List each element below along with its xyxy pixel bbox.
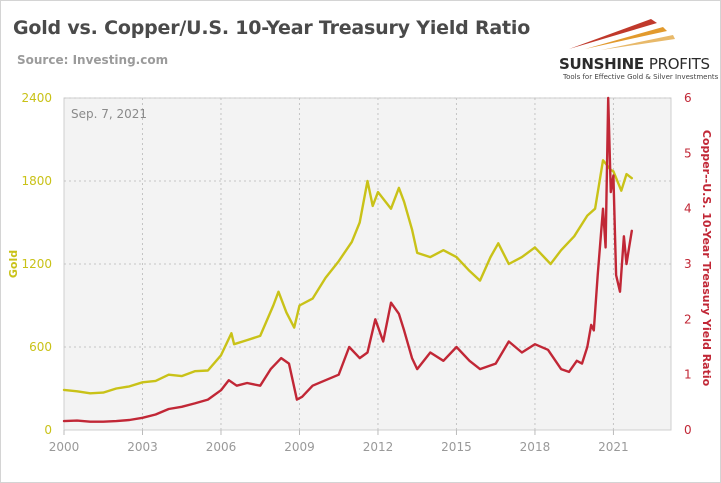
y-right-axis-title: Copper--U.S. 10-Year Treasury Yield Rati…	[700, 130, 713, 387]
x-tick-label: 2021	[598, 440, 629, 454]
sunshine-profits-logo: SUNSHINE PROFITS Tools for Effective Gol…	[545, 15, 718, 85]
copper-yield-ratio-line	[62, 96, 633, 423]
y-right-tick-label: 5	[684, 146, 692, 160]
logo-tagline: Tools for Effective Gold & Silver Invest…	[563, 73, 719, 81]
y-right-tick-label: 0	[684, 423, 692, 437]
source-label: Source: Investing.com	[17, 53, 169, 67]
x-tick-label: 2003	[127, 440, 158, 454]
y-right-tick-label: 2	[684, 312, 692, 326]
x-tick-label: 2006	[206, 440, 237, 454]
date-annotation: Sep. 7, 2021	[71, 107, 147, 121]
y-right-tick-label: 6	[684, 91, 692, 105]
gold-price-line	[62, 159, 633, 395]
x-tick-label: 2009	[284, 440, 315, 454]
x-tick-label: 2012	[363, 440, 394, 454]
y-left-tick-label: 1800	[21, 174, 52, 188]
y-left-tick-label: 600	[29, 340, 52, 354]
x-tick-label: 2000	[49, 440, 80, 454]
y-left-tick-label: 2400	[21, 91, 52, 105]
x-tick-label: 2015	[441, 440, 472, 454]
y-right-tick-label: 1	[684, 368, 692, 382]
x-tick-label: 2018	[520, 440, 551, 454]
y-right-tick-label: 3	[684, 257, 692, 271]
y-right-tick-label: 4	[684, 202, 692, 216]
y-left-axis-title: Gold	[7, 250, 20, 278]
sun-rays-icon	[569, 19, 675, 50]
y-left-tick-label: 0	[44, 423, 52, 437]
chart-title: Gold vs. Copper/U.S. 10-Year Treasury Yi…	[13, 17, 531, 39]
y-left-tick-label: 1200	[21, 257, 52, 271]
logo-wordmark: SUNSHINE PROFITS	[559, 55, 710, 73]
